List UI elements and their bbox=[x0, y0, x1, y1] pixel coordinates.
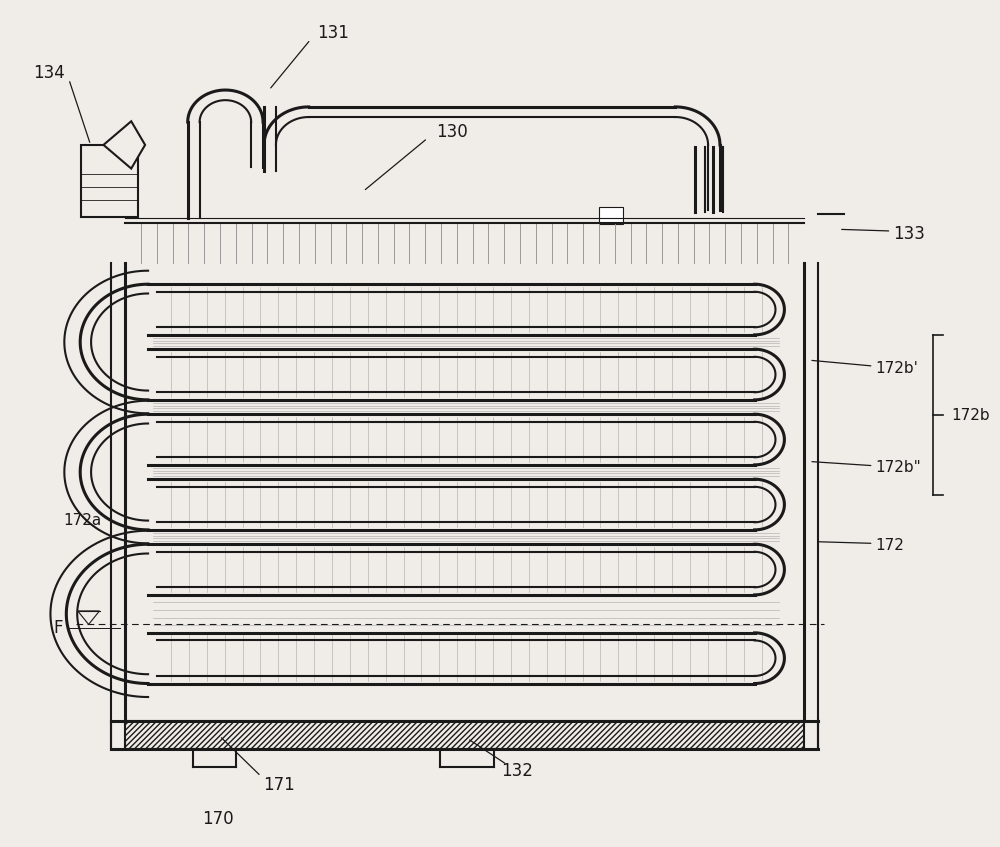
Bar bbox=[125, 721, 804, 749]
Polygon shape bbox=[103, 121, 145, 169]
Text: 172b: 172b bbox=[951, 407, 990, 423]
Text: 172b': 172b' bbox=[876, 361, 918, 376]
Text: 170: 170 bbox=[202, 810, 233, 828]
Bar bbox=[81, 145, 138, 217]
Text: 171: 171 bbox=[263, 776, 295, 794]
Text: 172b": 172b" bbox=[876, 460, 921, 475]
Text: 132: 132 bbox=[501, 762, 533, 780]
Text: 131: 131 bbox=[317, 25, 349, 42]
Text: 130: 130 bbox=[436, 124, 468, 141]
Text: 172a: 172a bbox=[63, 513, 101, 528]
Text: F: F bbox=[53, 619, 62, 637]
Text: 172: 172 bbox=[876, 539, 904, 553]
Bar bbox=[599, 208, 623, 224]
Text: 134: 134 bbox=[33, 64, 65, 82]
Text: 133: 133 bbox=[893, 224, 925, 242]
